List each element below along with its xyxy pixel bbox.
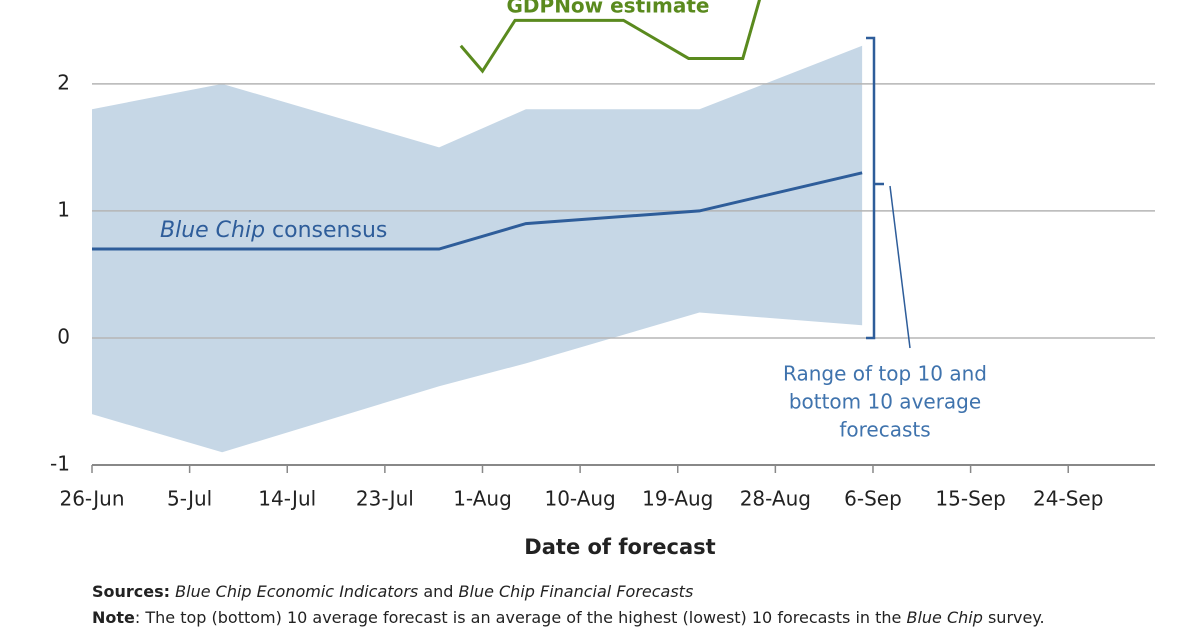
sources-label: Sources: <box>92 582 170 601</box>
note-text: : The top (bottom) 10 average forecast i… <box>135 608 907 627</box>
consensus-italic: Blue Chip <box>160 218 265 243</box>
x-tick-label: 6-Sep <box>844 487 902 511</box>
x-tick-label: 10-Aug <box>544 487 615 511</box>
x-tick-label: 24-Sep <box>1033 487 1103 511</box>
consensus-label: Blue Chip consensus <box>160 218 387 243</box>
y-tick-label: -1 <box>50 452 70 476</box>
range-label: Range of top 10 and <box>783 362 987 386</box>
y-tick-label: 2 <box>57 70 70 94</box>
x-tick-label: 14-Jul <box>258 487 316 511</box>
x-tick-label: 28-Aug <box>740 487 811 511</box>
consensus-text: consensus <box>265 218 387 243</box>
gdpnow-label: GDPNow estimate <box>507 0 710 18</box>
x-axis-title: Date of forecast <box>524 535 715 559</box>
y-tick-label: 0 <box>57 324 70 348</box>
range-label: forecasts <box>839 418 930 442</box>
series-line <box>459 0 762 74</box>
source: Blue Chip Economic Indicators <box>175 582 418 601</box>
pointer-line <box>889 185 911 349</box>
sources: Sources: Blue Chip Economic Indicators a… <box>92 582 693 601</box>
x-tick-label: 19-Aug <box>642 487 713 511</box>
x-tick-label: 26-Jun <box>59 487 124 511</box>
note-text: survey. <box>983 608 1045 627</box>
x-tick-label: 1-Aug <box>453 487 512 511</box>
note: Note: The top (bottom) 10 average foreca… <box>92 608 1045 627</box>
range-bracket <box>866 36 884 340</box>
note-label: Note <box>92 608 135 627</box>
x-tick-label: 5-Jul <box>167 487 212 511</box>
range-label: bottom 10 average <box>789 390 981 414</box>
x-tick-label: 15-Sep <box>935 487 1005 511</box>
source: Blue Chip Financial Forecasts <box>459 582 694 601</box>
forecast-range-band <box>92 45 863 453</box>
source-joiner: and <box>418 582 458 601</box>
series-line <box>92 171 863 251</box>
note-italic: Blue Chip <box>906 608 982 627</box>
y-tick-label: 1 <box>57 197 70 221</box>
x-tick-label: 23-Jul <box>356 487 414 511</box>
